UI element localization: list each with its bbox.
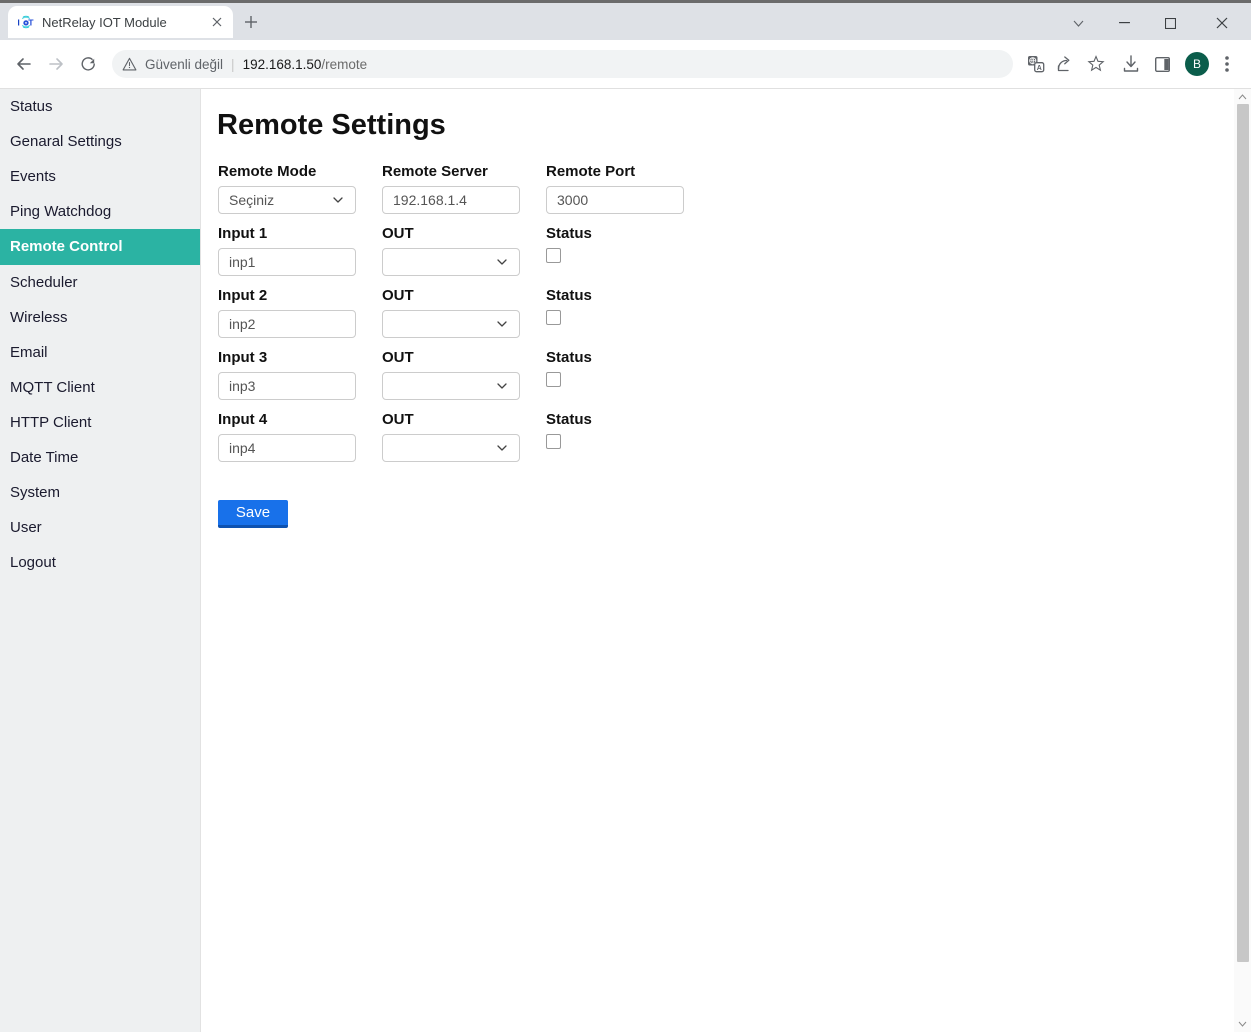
- svg-text:A: A: [1037, 65, 1042, 72]
- svg-text:I: I: [18, 17, 20, 27]
- svg-text:T: T: [28, 17, 34, 27]
